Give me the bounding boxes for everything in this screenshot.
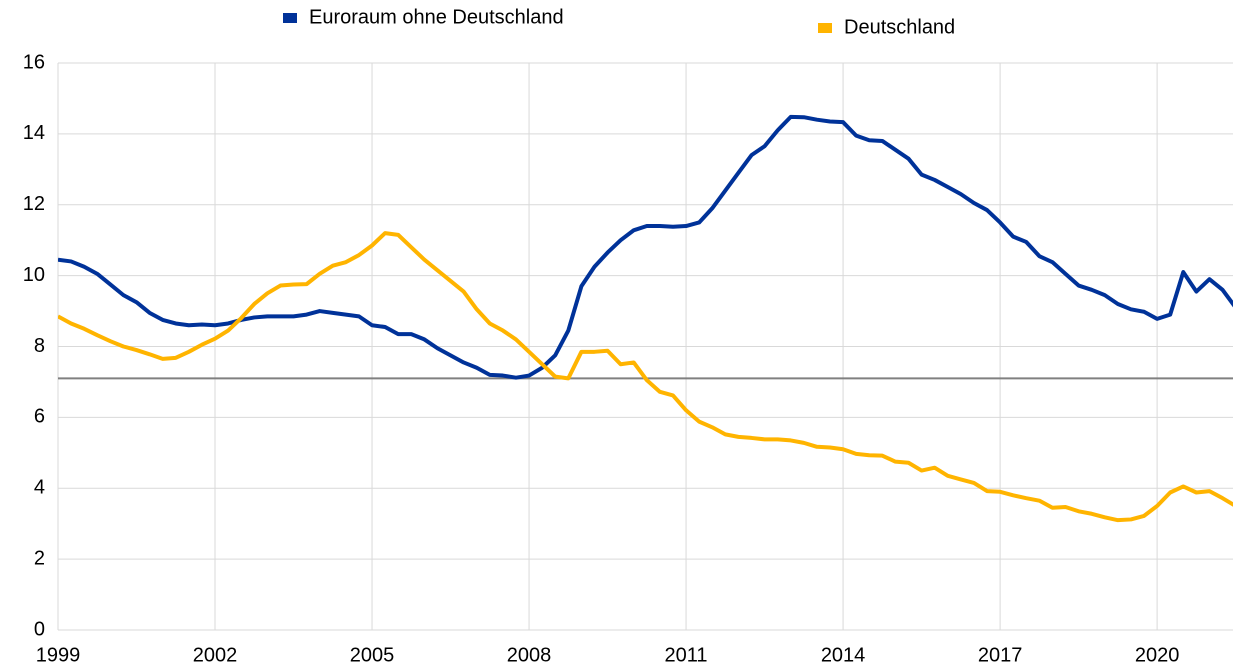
- y-tick-label: 14: [23, 122, 45, 144]
- x-tick-label: 2008: [507, 644, 552, 666]
- x-tick-label: 2020: [1135, 644, 1180, 666]
- y-tick-label: 16: [23, 51, 45, 73]
- y-tick-label: 12: [23, 193, 45, 215]
- y-tick-label: 6: [34, 406, 45, 428]
- x-tick-label: 2011: [665, 644, 708, 666]
- y-tick-label: 2: [34, 547, 45, 569]
- x-tick-label: 2014: [821, 644, 866, 666]
- line-series: [58, 114, 1233, 380]
- legend-swatch: [818, 23, 832, 33]
- x-tick-label: 1999: [36, 644, 81, 666]
- x-tick-label: 2002: [193, 644, 238, 666]
- y-tick-label: 0: [34, 618, 45, 640]
- x-tick-label: 2005: [350, 644, 395, 666]
- x-tick-label: 2017: [978, 644, 1023, 666]
- y-tick-label: 8: [34, 335, 45, 357]
- plot-area: [58, 114, 1233, 523]
- line-series: [58, 231, 1233, 523]
- legend-label: Euroraum ohne Deutschland: [309, 6, 564, 28]
- legend-swatch: [283, 13, 297, 23]
- y-tick-label: 4: [34, 477, 45, 499]
- y-tick-label: 10: [23, 264, 45, 286]
- legend-label: Deutschland: [844, 16, 955, 38]
